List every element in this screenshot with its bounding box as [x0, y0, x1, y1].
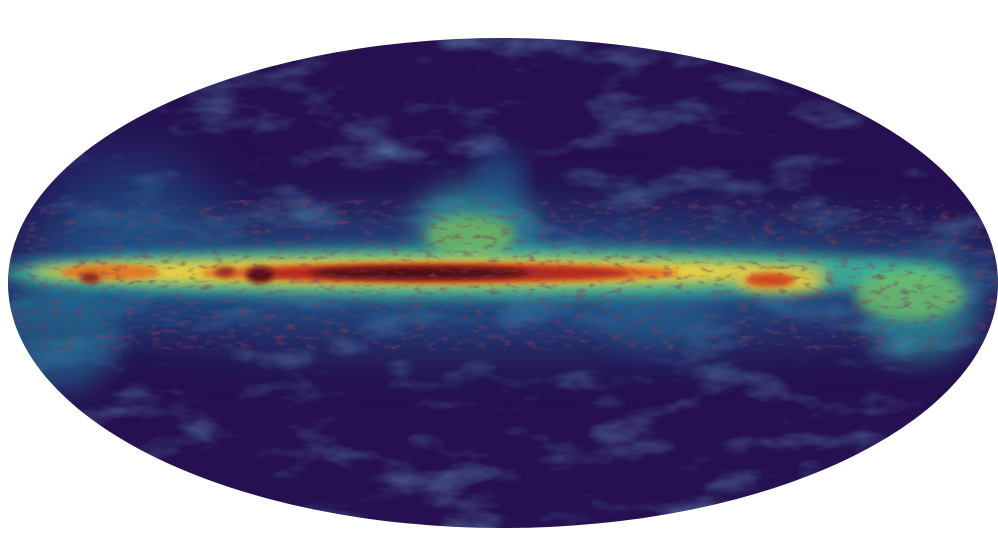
band-texture	[8, 200, 998, 350]
center-upper-wisp	[475, 150, 525, 200]
